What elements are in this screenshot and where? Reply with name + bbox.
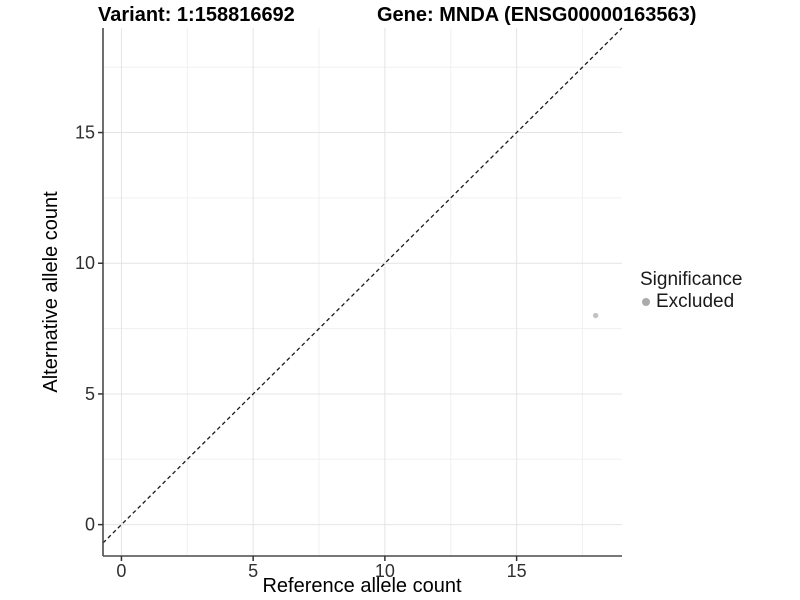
y-tick-label: 0 xyxy=(85,515,95,535)
data-points xyxy=(592,312,599,319)
plot-title-gene: Gene: MNDA (ENSG00000163563) xyxy=(377,4,697,26)
y-tick-label: 5 xyxy=(85,384,95,404)
axis-tick-labels: 0 5 10 15 0 5 10 15 xyxy=(75,123,527,581)
axis-lines xyxy=(102,28,622,557)
legend-title: Significance xyxy=(640,269,743,290)
x-tick-label: 10 xyxy=(375,561,395,581)
legend-item-excluded: Excluded xyxy=(640,291,742,313)
plot-title-variant: Variant: 1:158816692 xyxy=(98,4,295,26)
y-axis-title: Alternative allele count xyxy=(40,191,62,393)
axis-ticks xyxy=(98,131,518,561)
x-tick-label: 5 xyxy=(248,561,258,581)
y-tick-label: 10 xyxy=(75,253,95,273)
x-tick-label: 15 xyxy=(507,561,527,581)
data-point xyxy=(592,312,599,319)
identity-line xyxy=(102,27,623,544)
legend-item-label: Excluded xyxy=(656,291,735,312)
legend: Significance Excluded xyxy=(640,268,742,313)
major-gridlines xyxy=(103,28,622,556)
x-axis-title: Reference allele count xyxy=(262,575,461,597)
y-tick-label: 15 xyxy=(75,123,95,143)
identity-dashed-line xyxy=(102,27,623,544)
x-tick-label: 0 xyxy=(116,561,126,581)
minor-gridlines xyxy=(103,28,622,556)
excluded-point-swatch-icon xyxy=(642,298,650,306)
